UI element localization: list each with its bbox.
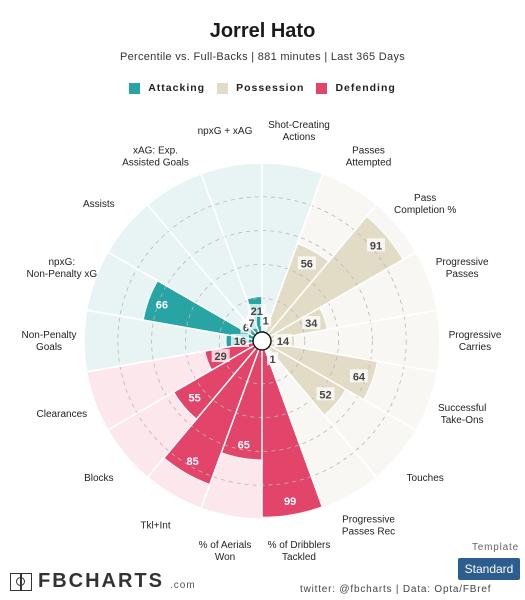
sector-divider [264, 173, 324, 333]
legend-label-defending: Defending [335, 82, 396, 94]
sector-divider [270, 309, 438, 341]
legend-swatch-attacking [129, 82, 141, 94]
axis-label-passes-attempted: Passes Attempted [346, 146, 392, 169]
axis-label-of-aerials-won: % of Aerials Won [199, 540, 252, 563]
axis-label-assists: Assists [83, 199, 115, 210]
value-label-passes-attempted: 56 [301, 258, 313, 270]
axis-label-tkl-int: Tkl+Int [140, 520, 171, 531]
legend-item-attacking: Attacking [129, 82, 205, 94]
axis-label-xag-exp-assisted-goals: xAG: Exp. Assisted Goals [122, 146, 189, 169]
sector-divider [267, 204, 377, 335]
value-label-bg [267, 352, 278, 366]
value-label-assists: 6 [243, 323, 249, 335]
value-label-bg [230, 334, 249, 347]
credits: twitter: @fbcharts | Data: Opta/FBref [300, 584, 492, 595]
value-label-shot-creating-actions: 1 [263, 315, 269, 327]
value-label-bg [240, 320, 252, 334]
axis-label-progressive-carries: Progressive Carries [449, 330, 502, 353]
legend: Attacking Possession Defending [0, 82, 525, 94]
value-label-blocks: 55 [189, 393, 201, 405]
value-label-npxg-non-penalty-xg: 66 [156, 300, 168, 312]
value-label-bg [316, 387, 335, 401]
value-label-progressive-passes-rec: 1 [269, 354, 275, 366]
axis-label-pass-completion: Pass Completion % [394, 193, 456, 216]
value-label-progressive-carries: 14 [277, 336, 290, 348]
sector-divider [107, 251, 255, 338]
value-label-bg [349, 369, 368, 383]
template-standard-button[interactable]: Standard [458, 558, 520, 580]
value-label-bg [274, 334, 292, 347]
axis-label-touches: Touches [407, 473, 444, 484]
sector-divider [86, 309, 254, 341]
chart-subtitle: Percentile vs. Full-Backs | 881 minutes … [119, 51, 406, 63]
value-label-pass-completion: 91 [370, 240, 382, 252]
axis-label-shot-creating-actions: Shot-Creating Actions [268, 120, 330, 143]
legend-swatch-defending [316, 82, 328, 94]
sector-divider [147, 204, 257, 335]
legend-label-possession: Possession [236, 82, 305, 94]
value-label-clearances: 29 [215, 351, 227, 363]
axis-label-non-penalty-goals: Non-Penalty Goals [21, 330, 76, 353]
value-label-progressive-passes: 34 [305, 318, 318, 330]
pitch-icon [10, 572, 32, 591]
axis-label-npxg-non-penalty-xg: npxG: Non-Penalty xG [27, 257, 98, 280]
legend-item-possession: Possession [217, 82, 304, 94]
axis-label-progressive-passes: Progressive Passes [436, 257, 489, 280]
axis-label-progressive-passes-rec: Progressive Passes Rec [342, 514, 396, 537]
value-label-of-dribblers-tackled: 99 [284, 496, 296, 508]
axis-label-successful-take-ons: Successful Take-Ons [438, 403, 486, 426]
value-label-bg [302, 316, 321, 330]
logo-domain: .com [170, 580, 196, 591]
value-label-of-aerials-won: 65 [238, 439, 250, 451]
sector-divider [270, 341, 438, 373]
sector-divider [107, 344, 255, 431]
template-label: Template [472, 542, 519, 553]
sector-divider [147, 347, 257, 478]
logo-text: FBCHARTS [38, 570, 164, 592]
value-label-bg [246, 315, 257, 329]
center-hub [252, 331, 272, 351]
sector-divider [269, 251, 417, 338]
value-label-bg [247, 303, 266, 317]
sector-divider [86, 341, 254, 373]
legend-label-attacking: Attacking [148, 82, 206, 94]
axis-label-blocks: Blocks [84, 473, 113, 484]
value-label-successful-take-ons: 64 [353, 371, 366, 383]
sector-divider [267, 347, 377, 478]
axis-label-clearances: Clearances [37, 409, 88, 420]
grid-ring [151, 230, 373, 452]
value-label-bg [260, 313, 272, 327]
sector-divider [200, 349, 260, 509]
value-label-touches: 52 [319, 389, 331, 401]
value-label-npxg-xag: 21 [251, 306, 263, 318]
value-label-bg [297, 256, 316, 270]
value-label-tkl-int: 85 [187, 456, 199, 468]
value-label-bg [366, 238, 385, 252]
legend-item-defending: Defending [316, 82, 395, 94]
legend-swatch-possession [217, 82, 229, 94]
value-label-xag-exp-assisted-goals: 7 [248, 318, 254, 330]
fbcharts-logo: FBCHARTS .com [10, 570, 196, 593]
chart-title: Jorrel Hato [209, 20, 316, 42]
axis-label-of-dribblers-tackled: % of Dribblers Tackled [268, 540, 331, 563]
axis-label-npxg-xag: npxG + xAG [198, 126, 253, 137]
sector-divider [269, 344, 417, 431]
value-label-non-penalty-goals: 16 [234, 336, 246, 348]
sector-divider [264, 349, 324, 509]
value-label-bg [211, 349, 230, 363]
